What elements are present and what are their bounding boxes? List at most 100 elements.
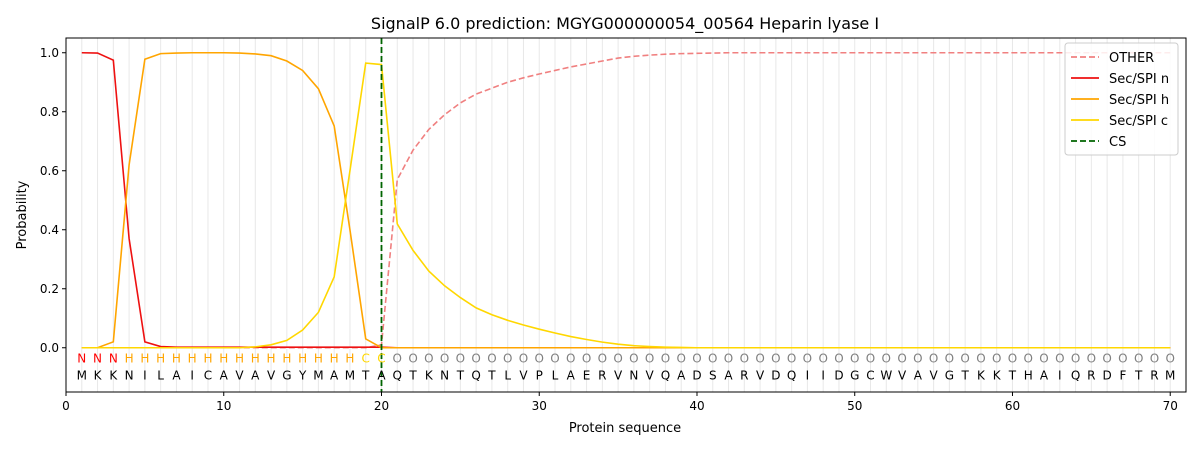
residue-label: I: [821, 369, 825, 383]
residue-label: A: [914, 369, 923, 383]
residue-label: T: [487, 369, 496, 383]
annotation-label: O: [550, 352, 559, 366]
annotation-label: O: [850, 352, 859, 366]
annotation-label: N: [109, 352, 118, 366]
annotation-label: O: [424, 352, 433, 366]
residue-label: D: [692, 369, 701, 383]
annotation-label: O: [519, 352, 528, 366]
residue-label: I: [190, 369, 194, 383]
residue-label: L: [552, 369, 559, 383]
x-axis-label: Protein sequence: [569, 421, 681, 436]
residue-label: A: [330, 369, 339, 383]
annotation-label: O: [1071, 352, 1080, 366]
annotation-label: O: [440, 352, 449, 366]
residue-label: V: [898, 369, 907, 383]
residue-label: Y: [298, 369, 307, 383]
axes-layer: 0 10 20 30 40 50 60 70 0.0 0.2 0.4 0.6 0.8 1.0: [40, 37, 1187, 413]
annotation-label: O: [976, 352, 985, 366]
residue-label: A: [377, 369, 386, 383]
annotation-label: O: [471, 352, 480, 366]
annotation-label: O: [661, 352, 670, 366]
residue-label: I: [806, 369, 810, 383]
annotation-label: N: [77, 352, 86, 366]
annotation-label: O: [724, 352, 733, 366]
residue-label: M: [77, 369, 87, 383]
residue-label: K: [977, 369, 986, 383]
residue-label: L: [504, 369, 511, 383]
annotation-label: H: [345, 352, 354, 366]
annotation-label: O: [787, 352, 796, 366]
residue-label: S: [709, 369, 717, 383]
annotation-label: O: [834, 352, 843, 366]
residue-label: Q: [471, 369, 480, 383]
annotation-layer: NMNKNKHNHIHLHAHIHCHAHVHAHVHGHYHMHAHMCTCA…: [77, 352, 1176, 383]
chart-title: SignalP 6.0 prediction: MGYG000000054_00…: [371, 14, 879, 34]
annotation-label: O: [945, 352, 954, 366]
x-tick-label: 60: [1005, 399, 1020, 413]
annotation-label: O: [913, 352, 922, 366]
residue-label: A: [251, 369, 260, 383]
residue-label: A: [1040, 369, 1049, 383]
y-tick-label: 0.6: [40, 164, 59, 178]
residue-label: Q: [787, 369, 796, 383]
annotation-label: O: [897, 352, 906, 366]
residue-label: D: [1103, 369, 1112, 383]
annotation-label: O: [393, 352, 402, 366]
residue-label: K: [109, 369, 118, 383]
residue-label: I: [143, 369, 147, 383]
annotation-label: O: [740, 352, 749, 366]
residue-label: Q: [1071, 369, 1080, 383]
annotation-label: C: [377, 352, 385, 366]
series-line-sec-spi-c: [81, 62, 1171, 349]
legend-label: Sec/SPI n: [1109, 72, 1169, 87]
residue-label: G: [945, 369, 954, 383]
residue-label: V: [756, 369, 765, 383]
annotation-label: O: [992, 352, 1001, 366]
legend-label: OTHER: [1109, 51, 1154, 66]
annotation-label: H: [314, 352, 323, 366]
y-tick-label: 1.0: [40, 46, 59, 60]
legend-box: [1064, 42, 1179, 156]
annotation-label: O: [535, 352, 544, 366]
residue-label: R: [740, 369, 748, 383]
annotation-label: O: [613, 352, 622, 366]
legend: OTHER Sec/SPI n Sec/SPI h Sec/SPI c CS: [1064, 42, 1179, 156]
annotation-label: O: [818, 352, 827, 366]
annotation-label: O: [629, 352, 638, 366]
residue-label: N: [125, 369, 134, 383]
annotation-label: H: [219, 352, 228, 366]
x-tick-label: 10: [216, 399, 231, 413]
annotation-label: O: [803, 352, 812, 366]
annotation-label: O: [882, 352, 891, 366]
residue-label: N: [440, 369, 449, 383]
annotation-label: O: [1150, 352, 1159, 366]
annotation-label: O: [503, 352, 512, 366]
annotation-label: O: [960, 352, 969, 366]
residue-label: T: [960, 369, 969, 383]
residue-label: R: [598, 369, 606, 383]
y-tick-label: 0.0: [40, 341, 59, 355]
annotation-label: C: [362, 352, 370, 366]
residue-label: L: [157, 369, 164, 383]
annotation-label: H: [267, 352, 276, 366]
residue-label: C: [866, 369, 874, 383]
annotation-label: O: [866, 352, 875, 366]
residue-label: V: [267, 369, 276, 383]
residue-label: T: [456, 369, 465, 383]
x-tick-label: 20: [374, 399, 389, 413]
residue-label: T: [408, 369, 417, 383]
residue-label: V: [929, 369, 938, 383]
annotation-label: H: [298, 352, 307, 366]
y-tick-label: 0.2: [40, 282, 59, 296]
residue-label: A: [677, 369, 686, 383]
residue-label: V: [235, 369, 244, 383]
x-tick-label: 0: [62, 399, 70, 413]
residue-label: C: [204, 369, 212, 383]
annotation-label: H: [330, 352, 339, 366]
grid-layer: [81, 38, 1171, 392]
residue-label: M: [1165, 369, 1175, 383]
residue-label: T: [1134, 369, 1143, 383]
y-axis-label: Probability: [15, 180, 30, 249]
residue-label: A: [220, 369, 229, 383]
